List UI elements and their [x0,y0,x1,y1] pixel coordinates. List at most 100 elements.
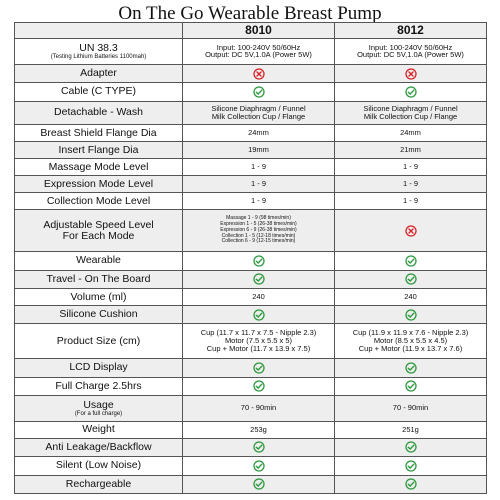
spec-label-text: Anti Leakage/Backflow [45,440,152,453]
check-circle-icon [252,273,265,285]
check-circle-icon [404,309,417,321]
spec-label-text: Wearable [76,254,121,267]
value-8010: Cup (11.7 x 11.7 x 7.5 - Nipple 2.3) Moto… [182,323,335,360]
value-8012 [334,376,487,396]
value-line: 240 [404,292,417,302]
value-8012: Silicone Diaphragm / Funnel Milk Collecti… [334,100,487,126]
speed-level-line: Expression 1 - 5 (26-38 times/min) [220,221,297,228]
value-8012: 21mm [334,141,487,160]
value-8010: Massage 1 - 9 (98 times/min) Expression 1… [182,209,335,253]
spec-row: Usage (For a full charge) 70 - 90min 70 - 9… [14,394,487,422]
value-line: 1 - 9 [250,162,266,172]
check-circle-icon [404,273,417,285]
spec-label-text: Product Size (cm) [56,334,141,347]
spec-label: Adjustable Speed Level For Each Mode [14,209,183,253]
spec-label-text: Breast Shield Flange Dia [40,126,157,139]
value-line: Cup (11.9 x 11.9 x 7.6 - Nipple 2.3) [352,328,469,338]
comparison-table: 8010 8012 UN 38.3 (Testing Lithium Batter… [14,22,487,495]
value-line: 21mm [400,145,421,155]
value-8012: 251g [334,420,487,439]
spec-row: Travel - On The Board [14,269,487,290]
spec-row: Rechargeable [14,474,487,495]
spec-label: Collection Mode Level [14,192,183,211]
value-line: Input: 100-240V 50/60Hz [368,42,453,52]
value-8010 [182,376,335,396]
spec-row: Adapter [14,63,487,84]
check-circle-icon [404,86,417,98]
speed-level-line: Massage 1 - 9 (98 times/min) [226,215,291,222]
value-8012 [334,82,487,102]
spec-row: Expression Mode Level 1 - 9 1 - 9 [14,175,487,194]
value-line: Milk Collection Cup / Flange [211,111,306,121]
page-title: On The Go Wearable Breast Pump [118,3,382,24]
value-line: 70 - 90min [392,403,429,413]
value-8012: 24mm [334,124,487,143]
value-line: Cup (11.7 x 11.7 x 7.5 - Nipple 2.3) [200,328,317,338]
spec-row: Massage Mode Level 1 - 9 1 - 9 [14,158,487,177]
value-8010: 1 - 9 [182,192,335,211]
spec-label-text: Full Charge 2.5hrs [55,379,142,392]
check-circle-icon [252,441,265,454]
spec-label: Usage (For a full charge) [14,394,183,422]
value-line: 1 - 9 [402,162,418,172]
spec-label-text: Insert Flange Dia [58,143,139,156]
value-8010: 253g [182,420,335,439]
value-8010: 24mm [182,124,335,143]
check-circle-icon [404,380,417,392]
spec-label: Travel - On The Board [14,269,183,290]
check-circle-icon [252,362,265,374]
value-8012 [334,474,487,495]
spec-row: Weight 253g 251g [14,420,487,439]
value-line: Silicone Diaphragm / Funnel [363,104,458,114]
value-8012 [334,269,487,290]
check-circle-icon [404,441,417,454]
value-8012 [334,304,487,325]
value-line: Motor (7.5 x 5.5 x 5) [224,336,293,346]
spec-row: Volume (ml) 240 240 [14,288,487,306]
value-8012: 240 [334,288,487,306]
check-circle-icon [404,362,417,374]
value-line: 1 - 9 [250,196,266,206]
spec-label: Massage Mode Level [14,158,183,177]
value-line: 251g [402,424,419,434]
value-8012 [334,456,487,476]
spec-label-text: Collection Mode Level [46,194,151,207]
check-circle-icon [404,460,417,472]
spec-label-text: Volume (ml) [70,290,127,303]
value-8010 [182,437,335,458]
spec-row: UN 38.3 (Testing Lithium Batteries 1100ma… [14,38,487,65]
spec-row: Breast Shield Flange Dia 24mm 24mm [14,124,487,143]
value-8010: 1 - 9 [182,175,335,194]
value-8010 [182,456,335,476]
spec-label-text: Adapter [80,67,117,80]
check-circle-icon [404,255,417,267]
value-8012 [334,437,487,458]
spec-label-text: LCD Display [69,361,128,374]
value-line: 1 - 9 [402,179,418,189]
value-8012: Input: 100-240V 50/60Hz Output: DC 5V,1.0… [334,38,487,65]
check-circle-icon [252,309,265,321]
spec-label: Insert Flange Dia [14,141,183,160]
spec-row: Cable (C TYPE) [14,82,487,102]
value-8010 [182,82,335,102]
spec-label: Rechargeable [14,474,183,495]
spec-row: Silicone Cushion [14,304,487,325]
spec-sublabel: (Testing Lithium Batteries 1100mah) [50,53,147,60]
check-circle-icon [252,460,265,472]
spec-label-text: Weight [82,423,115,436]
spec-label: Cable (C TYPE) [14,82,183,102]
value-8012: 1 - 9 [334,175,487,194]
header-row: 8010 8012 [14,22,487,39]
spec-sublabel: (For a full charge) [74,410,123,417]
value-8010: 19mm [182,141,335,160]
x-circle-icon [404,67,417,80]
spec-label-text: Detachable - Wash [54,106,143,119]
value-line: 1 - 9 [250,179,266,189]
value-line: Silicone Diaphragm / Funnel [211,104,306,114]
value-8012: 70 - 90min [334,394,487,422]
spec-label: UN 38.3 (Testing Lithium Batteries 1100ma… [14,38,183,65]
value-8012 [334,209,487,253]
spec-label-text: Silicone Cushion [59,308,138,321]
spec-label: Weight [14,420,183,439]
spec-row: Collection Mode Level 1 - 9 1 - 9 [14,192,487,211]
